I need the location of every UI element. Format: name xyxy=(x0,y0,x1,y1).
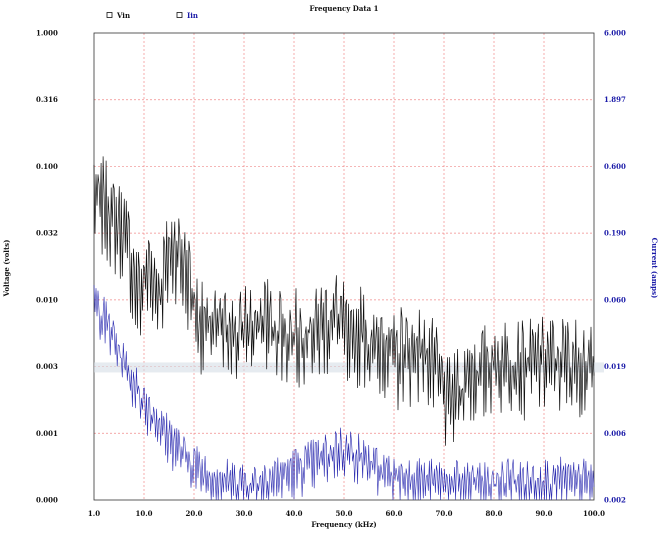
y-tick-label-left: 0.000 xyxy=(36,496,58,505)
x-tick-label: 70.0 xyxy=(435,509,452,518)
cursor-band[interactable] xyxy=(94,362,604,373)
series-line-iin xyxy=(93,285,595,501)
x-tick-label: 90.0 xyxy=(535,509,552,518)
legend-label-iin: Iin xyxy=(187,11,198,20)
y-tick-label-right: 0.600 xyxy=(604,162,626,171)
y-tick-label-left: 0.003 xyxy=(36,362,58,371)
x-tick-label: 10.0 xyxy=(135,509,152,518)
series-layer xyxy=(93,156,595,501)
y-axis-label-left: Voltage (volts) xyxy=(2,240,11,298)
y-tick-label-left: 0.032 xyxy=(36,229,58,238)
y-tick-label-left: 0.316 xyxy=(36,95,58,104)
x-axis-label: Frequency (kHz) xyxy=(311,520,376,529)
legend-swatch-vin[interactable] xyxy=(106,12,113,18)
legend-swatch-iin[interactable] xyxy=(176,12,183,18)
series-line-vin xyxy=(93,156,595,446)
y-tick-label-right: 0.002 xyxy=(604,496,626,505)
y-tick-label-right: 6.000 xyxy=(604,29,626,38)
x-tick-label: 80.0 xyxy=(485,509,502,518)
x-tick-label: 40.0 xyxy=(285,509,302,518)
chart-title: Frequency Data 1 xyxy=(310,4,379,13)
y-axis-label-right: Current (amps) xyxy=(650,238,659,299)
y-tick-label-right: 0.190 xyxy=(604,229,626,238)
y-tick-label-left: 0.100 xyxy=(36,162,58,171)
y-tick-label-left: 1.000 xyxy=(36,29,58,38)
y-tick-label-right: 1.897 xyxy=(604,95,626,104)
x-tick-label: 30.0 xyxy=(235,509,252,518)
plot-frame xyxy=(93,32,595,501)
x-tick-label: 20.0 xyxy=(185,509,202,518)
legend-label-vin: Vin xyxy=(116,11,130,20)
y-tick-label-right: 0.060 xyxy=(604,295,626,304)
legend: Vin Iin xyxy=(106,11,198,20)
y-tick-label-left: 0.010 xyxy=(36,295,58,304)
x-tick-label: 1.0 xyxy=(88,509,100,518)
y-tick-label-right: 0.006 xyxy=(604,429,626,438)
x-tick-label: 60.0 xyxy=(385,509,402,518)
x-tick-label: 100.0 xyxy=(583,509,605,518)
y-tick-label-left: 0.001 xyxy=(36,429,58,438)
y-tick-label-right: 0.019 xyxy=(604,362,626,371)
ticks: 1.000 0.316 0.100 0.032 0.010 0.003 0.001 0.000… xyxy=(36,29,626,519)
x-tick-label: 50.0 xyxy=(335,509,352,518)
